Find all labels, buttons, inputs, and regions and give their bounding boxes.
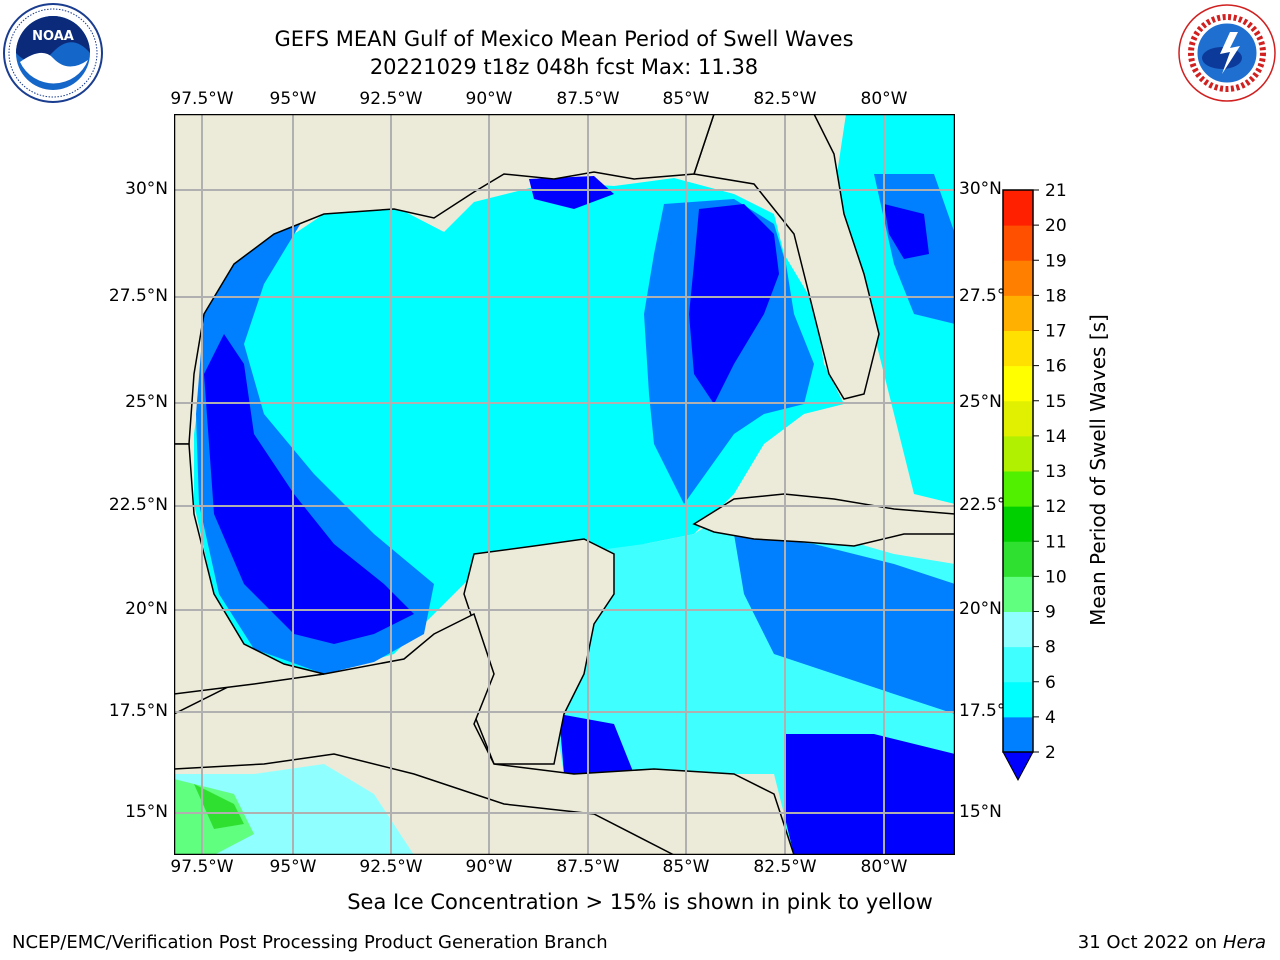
lon-label-top: 90°W [465,89,513,109]
swell-period-band-lt2-north [529,176,614,209]
colorbar-tick-label: 13 [1045,462,1067,482]
colorbar-tick-label: 16 [1045,357,1067,377]
lat-label-left: 22.5°N [108,495,168,515]
swell-period-band-lt2-west [204,334,414,644]
colorbar-cell [1003,435,1033,472]
colorbar-tick-label: 12 [1045,497,1067,517]
lat-label-right: 30°N [959,179,1002,199]
colorbar-tick-label: 9 [1045,603,1056,623]
colorbar-cell [1003,225,1033,261]
pacific-band-10-11 [194,784,244,829]
lat-label-right: 15°N [959,802,1002,822]
lat-label-right: 25°N [959,392,1002,412]
colorbar-tick-label: 18 [1045,286,1067,306]
colorbar-tick-label: 6 [1045,673,1056,693]
colorbar-cell [1003,260,1033,296]
lon-label-top: 85°W [662,89,710,109]
map-gridlines [174,114,955,855]
colorbar-cell [1003,576,1033,612]
lat-label-left: 27.5°N [108,286,168,306]
noaa-logo-text: NOAA [32,29,74,44]
caribbean-band-lt2-west [559,714,634,774]
colorbar-tick-label: 21 [1045,181,1067,201]
colorbar-tick-label: 8 [1045,638,1056,658]
footer-date-text: 31 Oct 2022 on [1077,932,1223,953]
lon-label-top: 92.5°W [359,89,423,109]
colorbar-tick-label: 11 [1045,532,1067,552]
caribbean-band-2-4 [734,534,955,714]
colorbar-extend-min [1002,751,1034,782]
colorbar: 2 4 6 8 9 10 11 12 13 14 15 16 17 18 19 20 21 [1002,181,1067,782]
colorbar-cell [1003,471,1033,507]
colorbar-cell [1003,400,1033,437]
colorbar-tick-label: 19 [1045,251,1067,271]
lon-label-top: 80°W [860,89,908,109]
footer-date: 31 Oct 2022 on Hera [1078,932,1266,953]
colorbar-cell [1003,190,1033,226]
map-panel [174,114,955,855]
colorbar-tick-label: 15 [1045,392,1067,412]
lon-label-bottom: 95°W [269,857,317,877]
colorbar-cell [1003,365,1033,402]
chart-title: GEFS MEAN Gulf of Mexico Mean Period of … [274,27,854,51]
lon-label-top: 82.5°W [753,89,817,109]
colorbar-cell [1003,506,1033,542]
lon-label-bottom: 97.5°W [170,857,234,877]
chart-subtitle: 20221029 t18z 048h fcst Max: 11.38 [369,55,759,79]
lat-label-left: 30°N [125,179,168,199]
colorbar-cell [1003,716,1033,753]
lat-label-left: 20°N [125,599,168,619]
lat-label-left: 17.5°N [108,701,168,721]
lat-label-right: 20°N [959,599,1002,619]
colorbar-cell [1003,646,1033,683]
colorbar-tick-label: 14 [1045,427,1067,447]
lon-label-bottom: 82.5°W [753,857,817,877]
lon-label-bottom: 87.5°W [556,857,620,877]
colorbar-cell [1003,541,1033,577]
map-border [174,114,955,855]
colorbar-tick-label: 17 [1045,322,1067,342]
lon-label-bottom: 80°W [860,857,908,877]
caribbean-band-lt2 [784,734,955,855]
lon-label-top: 87.5°W [556,89,620,109]
colorbar-tick-label: 20 [1045,216,1067,236]
colorbar-cell [1003,330,1033,367]
nws-logo [1178,4,1276,102]
lat-label-left: 15°N [125,802,168,822]
colorbar-tick-label: 10 [1045,567,1067,587]
sea-ice-note: Sea Ice Concentration > 15% is shown in … [347,890,933,914]
colorbar-tick-label: 2 [1045,743,1056,763]
mexico-coast [174,443,325,695]
colorbar-tick-label: 4 [1045,708,1056,728]
atlantic-band-lt2 [884,204,929,259]
lat-label-left: 25°N [125,392,168,412]
lon-label-top: 95°W [269,89,317,109]
lon-label-bottom: 85°W [662,857,710,877]
florida-peninsula [693,114,880,400]
lon-label-bottom: 90°W [465,857,513,877]
footer-credit: NCEP/EMC/Verification Post Processing Pr… [12,932,608,953]
lon-label-top: 97.5°W [170,89,234,109]
swell-period-band-lt2-east [689,204,779,404]
colorbar-label: Mean Period of Swell Waves [s] [1086,314,1110,626]
noaa-logo: NOAA [3,3,103,103]
colorbar-cell [1003,611,1033,648]
us-gulf-coast [174,114,715,445]
lon-label-bottom: 92.5°W [359,857,423,877]
footer-host: Hera [1222,932,1266,953]
colorbar-cell [1003,681,1033,718]
colorbar-cell [1003,295,1033,331]
